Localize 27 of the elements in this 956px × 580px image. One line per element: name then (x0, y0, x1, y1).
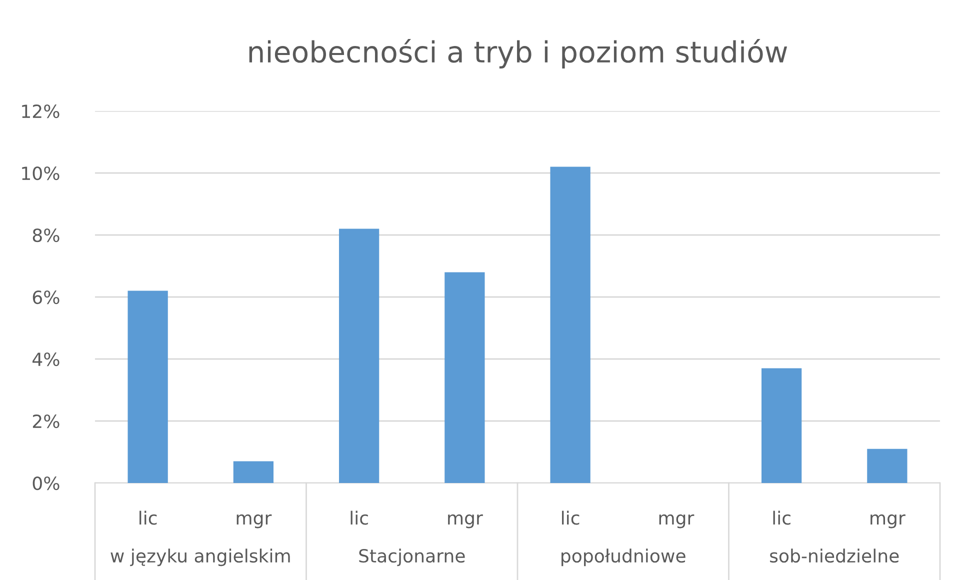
bar (867, 448, 908, 483)
x-tick-label: mgr (659, 514, 694, 528)
chart-title: nieobecności a tryb i poziom studiów (249, 39, 788, 68)
text: sob-niedzielne (770, 548, 899, 563)
bar (761, 368, 802, 483)
x-tick-label: lic (140, 510, 157, 525)
bar (550, 166, 590, 483)
y-tick-label: 4% (32, 352, 60, 366)
y-tick-label: 6% (32, 290, 60, 304)
x-tick-label: lic (562, 510, 580, 525)
y-tick-label: 10% (22, 166, 60, 180)
x-tick-label: lic (350, 510, 368, 525)
text: Stacjonarne (359, 548, 465, 566)
y-tick-label: 8% (32, 228, 60, 242)
x-tick-label: mgr (448, 514, 483, 528)
x-tick-label: mgr (236, 514, 272, 528)
bar (233, 461, 274, 483)
bar (338, 228, 380, 483)
text: w języku angielskim (110, 548, 290, 566)
bar (128, 290, 168, 483)
text: popołudniowe (562, 548, 686, 566)
y-tick-label: 2% (32, 414, 60, 428)
y-tick-label: 0% (32, 476, 60, 490)
y-tick-label: 12% (22, 104, 60, 118)
bar (444, 272, 485, 483)
x-tick-label: mgr (870, 514, 906, 528)
x-tick-label: lic (773, 510, 790, 525)
